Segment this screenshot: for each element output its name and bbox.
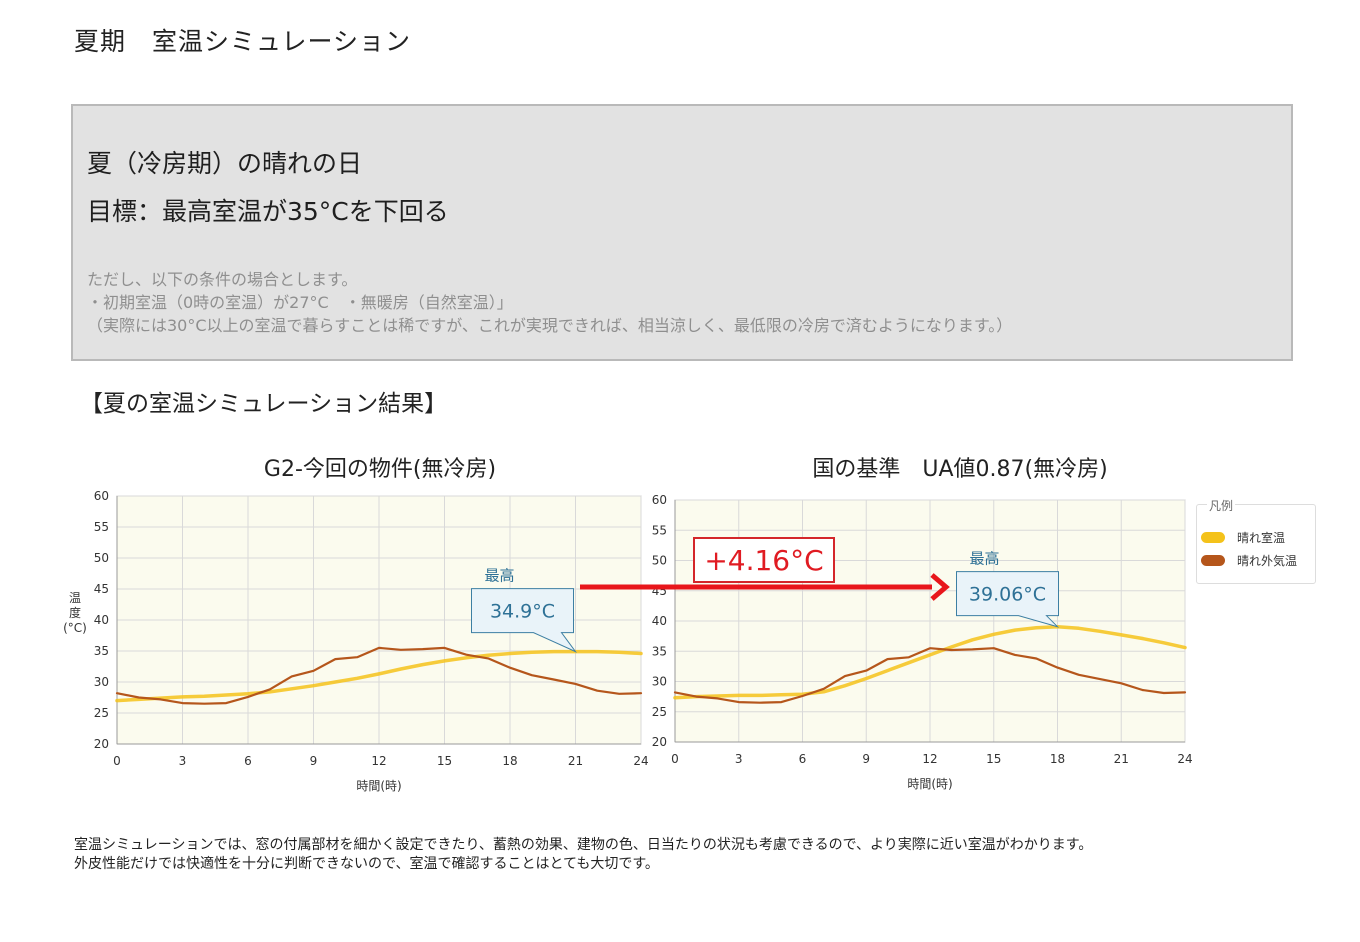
legend-title: 凡例 <box>1207 497 1236 514</box>
legend-label-outdoor: 晴れ外気温 <box>1237 554 1298 568</box>
x-tick-label: 0 <box>671 752 679 766</box>
x-tick-label: 21 <box>1114 752 1129 766</box>
y-axis-label: 温度(°C) <box>63 591 87 635</box>
y-tick-label: 60 <box>94 489 109 503</box>
x-tick-label: 9 <box>310 754 318 768</box>
x-tick-label: 6 <box>799 752 807 766</box>
chart-title-right: 国の基準 UA値0.87(無冷房) <box>812 457 1108 482</box>
y-tick-label: 20 <box>652 735 667 749</box>
legend-swatch-room <box>1201 532 1225 543</box>
callout-label: 最高 <box>485 567 515 585</box>
info-heading-2: 目標：最高室温が35°Cを下回る <box>87 197 449 226</box>
x-tick-label: 12 <box>371 754 386 768</box>
x-tick-label: 0 <box>113 754 121 768</box>
chart-left: 20 25 30 35 40 45 50 55 60 0 3 6 9 12 15 18 21 24 時間(時) 温度(… <box>63 489 649 793</box>
y-tick-label: 40 <box>652 614 667 628</box>
y-tick-label: 60 <box>652 493 667 507</box>
series-line-outdoor-temp <box>115 646 643 705</box>
x-tick-label: 6 <box>244 754 252 768</box>
x-tick-label: 18 <box>1050 752 1065 766</box>
y-tick-label: 25 <box>652 705 667 719</box>
y-tick-label: 50 <box>652 554 667 568</box>
x-tick-label: 12 <box>922 752 937 766</box>
series-line-room-temp <box>115 649 643 703</box>
x-tick-label: 9 <box>862 752 870 766</box>
callout-bubble <box>471 588 578 653</box>
x-tick-label: 3 <box>735 752 743 766</box>
comparison-arrow <box>580 573 950 601</box>
y-tick-label: 20 <box>94 737 109 751</box>
chart-title-left: G2-今回の物件(無冷房) <box>263 457 497 482</box>
callout-bubble <box>956 571 1060 628</box>
y-tick-label: 25 <box>94 706 109 720</box>
series-line-outdoor-temp <box>673 647 1187 704</box>
info-note: ・初期室温（0時の室温）が27°C ・無暖房（自然室温）」 <box>87 293 513 312</box>
callout-value: 39.06°C <box>969 584 1046 606</box>
info-note: ただし、以下の条件の場合とします。 <box>87 270 358 289</box>
info-box: 夏（冷房期）の晴れの日 目標：最高室温が35°Cを下回る ただし、以下の条件の場… <box>71 104 1293 361</box>
x-tick-label: 24 <box>633 754 648 768</box>
x-tick-label: 24 <box>1177 752 1192 766</box>
y-tick-label: 45 <box>94 582 109 596</box>
difference-badge: +4.16°C <box>693 537 835 583</box>
x-axis-label: 時間(時) <box>907 777 952 791</box>
series-line-room-temp <box>673 624 1187 700</box>
y-tick-label: 55 <box>94 520 109 534</box>
x-tick-label: 21 <box>568 754 583 768</box>
x-tick-label: 18 <box>502 754 517 768</box>
legend-swatch-outdoor <box>1201 555 1225 566</box>
y-tick-label: 50 <box>94 551 109 565</box>
info-heading-1: 夏（冷房期）の晴れの日 <box>87 149 363 178</box>
y-tick-label: 30 <box>652 675 667 689</box>
page-title: 夏期 室温シミュレーション <box>74 27 412 56</box>
y-tick-label: 35 <box>652 644 667 658</box>
legend-label-room: 晴れ室温 <box>1237 531 1286 545</box>
legend: 凡例 晴れ室温 晴れ外気温 <box>1196 497 1316 584</box>
callout-label: 最高 <box>970 550 1000 568</box>
x-tick-label: 15 <box>437 754 452 768</box>
y-tick-label: 30 <box>94 675 109 689</box>
x-axis-label: 時間(時) <box>356 779 401 793</box>
x-tick-label: 15 <box>986 752 1001 766</box>
y-tick-label: 55 <box>652 523 667 537</box>
footer-line: 室温シミュレーションでは、窓の付属部材を細かく設定できたり、蓄熱の効果、建物の色… <box>74 837 1093 853</box>
x-tick-label: 3 <box>179 754 187 768</box>
section-heading: 【夏の室温シミュレーション結果】 <box>80 391 448 417</box>
info-note: （実際には30°C以上の室温で暮らすことは稀ですが、これが実現できれば、相当涼し… <box>87 316 1013 335</box>
callout-value: 34.9°C <box>490 601 555 623</box>
y-tick-label: 40 <box>94 613 109 627</box>
y-tick-label: 35 <box>94 644 109 658</box>
footer-line: 外皮性能だけでは快適性を十分に判断できないので、室温で確認することはとても大切で… <box>74 856 659 872</box>
